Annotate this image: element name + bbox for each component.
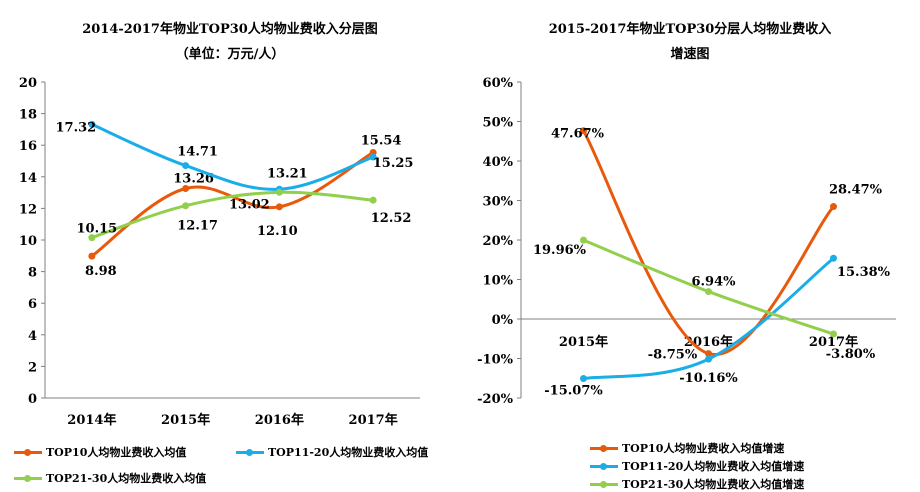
y-tick-label: 12 xyxy=(19,202,37,217)
data-label-top10: 12.10 xyxy=(257,224,298,239)
left-chart-plot: 0 2 4 6 8 10 12 14 16 18 20 2014年 2015年 2016年 2017年 8.9… xyxy=(19,76,420,428)
data-point-top11-20 xyxy=(88,120,96,128)
legend-label-top11-20-growth: TOP11-20人均物业费收入均值增速 xyxy=(622,460,805,473)
data-label-top11-20: 14.71 xyxy=(177,145,218,160)
legend-item-top21-30-growth: TOP21-30人均物业费收入均值增速 xyxy=(590,476,804,492)
data-label-top21-30: 13.02 xyxy=(229,197,270,212)
data-label-top10: -8.75% xyxy=(648,348,698,363)
x-tick-label: 2015年 xyxy=(161,412,210,428)
legend-label-top11-20: TOP11-20人均物业费收入均值 xyxy=(268,446,429,459)
y-tick-label: 18 xyxy=(19,108,37,123)
legend-swatch-top10 xyxy=(14,448,42,456)
data-point-top10 xyxy=(275,203,283,211)
series-line-top11-20 xyxy=(91,122,374,191)
data-label-top10: 13.26 xyxy=(173,171,214,186)
right-chart-subtitle: 增速图 xyxy=(670,47,710,62)
y-tick-label: 2 xyxy=(28,360,37,375)
data-label-top21-30: 6.94% xyxy=(691,275,736,290)
data-point-top11-20 xyxy=(369,153,377,161)
data-label-top21-30: -3.80% xyxy=(826,347,876,362)
data-point-top10 xyxy=(830,203,837,211)
data-point-top11-20 xyxy=(705,355,712,363)
right-chart-plot: -20%-10%0%10%20%30%40%50%60%2015年 2016年 20… xyxy=(477,76,896,407)
y-tick-label: 4 xyxy=(28,329,37,344)
data-point-top10 xyxy=(705,350,712,358)
legend-item-top11-20-growth: TOP11-20人均物业费收入均值增速 xyxy=(590,458,804,474)
y-tick-label: 60% xyxy=(483,76,514,91)
data-label-top11-20: 13.21 xyxy=(267,166,308,181)
x-tick-label: 2017年 xyxy=(349,412,398,428)
data-point-top11-20 xyxy=(830,254,837,262)
legend-label-top10-growth: TOP10人均物业费收入均值增速 xyxy=(622,442,785,455)
data-point-top21-30 xyxy=(705,288,712,296)
left-chart-panel: 2014-2017年物业TOP30人均物业费收入分层图 （单位：万元/人） 0 2… xyxy=(0,0,460,489)
y-tick-label: 40% xyxy=(483,155,514,170)
legend-item-top10-growth: TOP10人均物业费收入均值增速 xyxy=(590,440,784,456)
data-point-top21-30 xyxy=(369,196,377,204)
data-point-top21-30 xyxy=(88,234,96,242)
right-chart-panel: 2015-2017年物业TOP30分层人均物业费收入 增速图 -20% -10% 0… xyxy=(460,0,920,492)
data-point-top21-30 xyxy=(182,202,190,210)
legend-item-top21-30: TOP21-30人均物业费收入均值 xyxy=(14,470,206,486)
data-label-top21-30: 12.52 xyxy=(371,211,412,226)
y-tick-label: 0% xyxy=(492,313,514,328)
data-label-top21-30: 12.17 xyxy=(177,219,218,234)
data-label-top10: 47.67% xyxy=(551,127,605,142)
y-tick-label: -20% xyxy=(477,392,513,407)
x-tick-label: 2015年 xyxy=(559,334,608,350)
data-point-top21-30 xyxy=(275,188,283,196)
data-point-top10 xyxy=(182,184,190,192)
y-tick-label: -10% xyxy=(477,353,513,368)
data-point-top21-30 xyxy=(830,330,837,338)
data-point-top10 xyxy=(580,127,587,135)
legend-item-top10: TOP10人均物业费收入均值 xyxy=(14,444,186,460)
data-point-top11-20 xyxy=(580,375,587,383)
legend-label-top21-30-growth: TOP21-30人均物业费收入均值增速 xyxy=(622,478,805,491)
legend-swatch-top10-growth xyxy=(590,444,618,452)
series-line-top21-30 xyxy=(91,190,374,240)
y-tick-label: 10 xyxy=(19,234,37,249)
y-tick-label: 14 xyxy=(19,171,37,186)
x-tick-label: 2017年 xyxy=(809,334,858,350)
data-label-top11-20: 17.32 xyxy=(56,120,97,135)
data-label-top10: 8.98 xyxy=(85,264,117,279)
y-tick-label: 20% xyxy=(483,234,514,249)
data-label-top21-30: 10.15 xyxy=(77,222,118,237)
y-tick-label: 10% xyxy=(483,274,514,289)
legend-label-top10: TOP10人均物业费收入均值 xyxy=(46,446,187,459)
y-tick-label: 8 xyxy=(28,266,37,281)
x-tick-label: 2016年 xyxy=(255,412,304,428)
right-chart-title: 2015-2017年物业TOP30分层人均物业费收入 xyxy=(548,22,832,37)
y-tick-label: 6 xyxy=(28,297,37,312)
legend-swatch-top21-30 xyxy=(14,474,42,482)
legend-swatch-top11-20 xyxy=(236,448,264,456)
legend-item-top11-20: TOP11-20人均物业费收入均值 xyxy=(236,444,428,460)
y-tick-label: 16 xyxy=(19,139,37,154)
data-label-top21-30: 19.96% xyxy=(533,243,587,258)
y-tick-label: 50% xyxy=(483,116,514,131)
data-label-top10: 28.47% xyxy=(829,183,883,198)
legend-swatch-top11-20-growth xyxy=(590,462,618,470)
data-label-top11-20: -10.16% xyxy=(679,371,738,386)
data-point-top21-30 xyxy=(580,236,587,244)
x-tick-label: 2014年 xyxy=(67,412,116,428)
data-point-top11-20 xyxy=(182,162,190,170)
data-label-top10: 15.54 xyxy=(361,133,402,148)
y-tick-label: 20 xyxy=(19,76,37,91)
data-label-top11-20: 15.25 xyxy=(373,156,414,171)
data-label-top11-20: -15.07% xyxy=(544,384,603,399)
data-point-top10 xyxy=(88,252,96,260)
left-chart-subtitle: （单位：万元/人） xyxy=(175,47,285,62)
legend-label-top21-30: TOP21-30人均物业费收入均值 xyxy=(46,472,207,485)
data-label-top11-20: 15.38% xyxy=(837,265,891,280)
y-tick-label: 30% xyxy=(483,195,514,210)
legend-swatch-top21-30-growth xyxy=(590,480,618,488)
left-chart-title: 2014-2017年物业TOP30人均物业费收入分层图 xyxy=(82,22,378,37)
y-tick-label: 0 xyxy=(28,392,37,407)
